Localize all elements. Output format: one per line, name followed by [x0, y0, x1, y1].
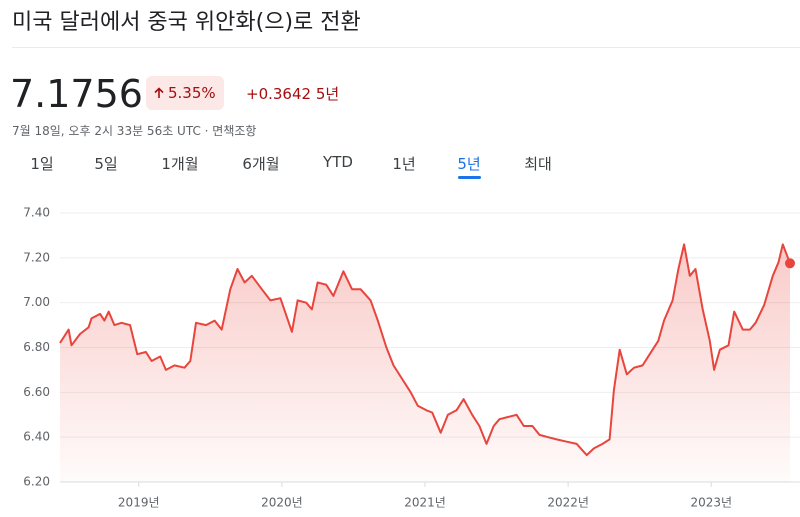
range-tab[interactable]: 5일 [94, 155, 118, 173]
range-tab[interactable]: 1개월 [161, 155, 199, 173]
end-dot [785, 258, 795, 269]
range-tab[interactable]: 6개월 [242, 155, 280, 173]
range-tab[interactable]: YTD [323, 153, 353, 171]
selected-indicator [457, 176, 481, 179]
up-arrow [154, 87, 164, 98]
x-tick-label: 2023년 [690, 496, 732, 510]
range-tab[interactable]: 1일 [30, 155, 54, 173]
price: 7.1756 [10, 72, 143, 116]
range-tab[interactable]: 1년 [392, 155, 416, 173]
y-tick-label: 6.20 [23, 475, 50, 489]
range-tab[interactable]: 5년 [457, 155, 481, 173]
y-tick-label: 6.40 [23, 430, 50, 444]
y-tick-label: 6.60 [23, 385, 50, 399]
y-tick-label: 6.80 [23, 340, 50, 354]
change-abs: +0.3642 [246, 85, 312, 103]
y-tick-label: 7.40 [23, 206, 50, 220]
change-period: 5년 [315, 85, 340, 103]
title: 미국 달러에서 중국 위안화(으)로 전환 [12, 10, 361, 35]
change: +0.3642 5년 [246, 83, 339, 104]
line [59, 243, 791, 457]
range-tab[interactable]: 최대 [524, 155, 552, 173]
change-badge: 5.35% [146, 76, 224, 110]
x-tick-label: 2020년 [261, 496, 303, 510]
x-tick-label: 2019년 [118, 496, 160, 510]
timestamp: 7월 18일, 오후 2시 33분 56초 UTC · 면책조항 [12, 124, 257, 138]
x-tick-label: 2022년 [547, 496, 589, 510]
change-percent: 5.35% [168, 84, 216, 102]
divider [12, 47, 800, 48]
y-tick-label: 7.00 [23, 295, 50, 309]
y-tick-label: 7.20 [23, 250, 50, 264]
area [60, 244, 790, 482]
x-tick-label: 2021년 [404, 496, 446, 510]
